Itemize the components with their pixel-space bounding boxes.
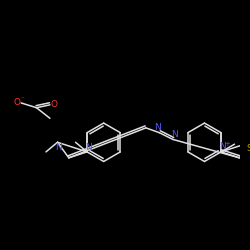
Text: ⁻: ⁻ [20, 96, 24, 102]
Text: +: + [224, 141, 230, 147]
Text: N: N [85, 142, 91, 152]
Text: N: N [55, 142, 62, 152]
Text: N: N [171, 130, 178, 139]
Text: O: O [50, 100, 57, 109]
Text: O: O [14, 98, 21, 108]
Text: N: N [219, 142, 226, 150]
Text: S: S [247, 144, 250, 152]
Text: N: N [154, 124, 161, 132]
